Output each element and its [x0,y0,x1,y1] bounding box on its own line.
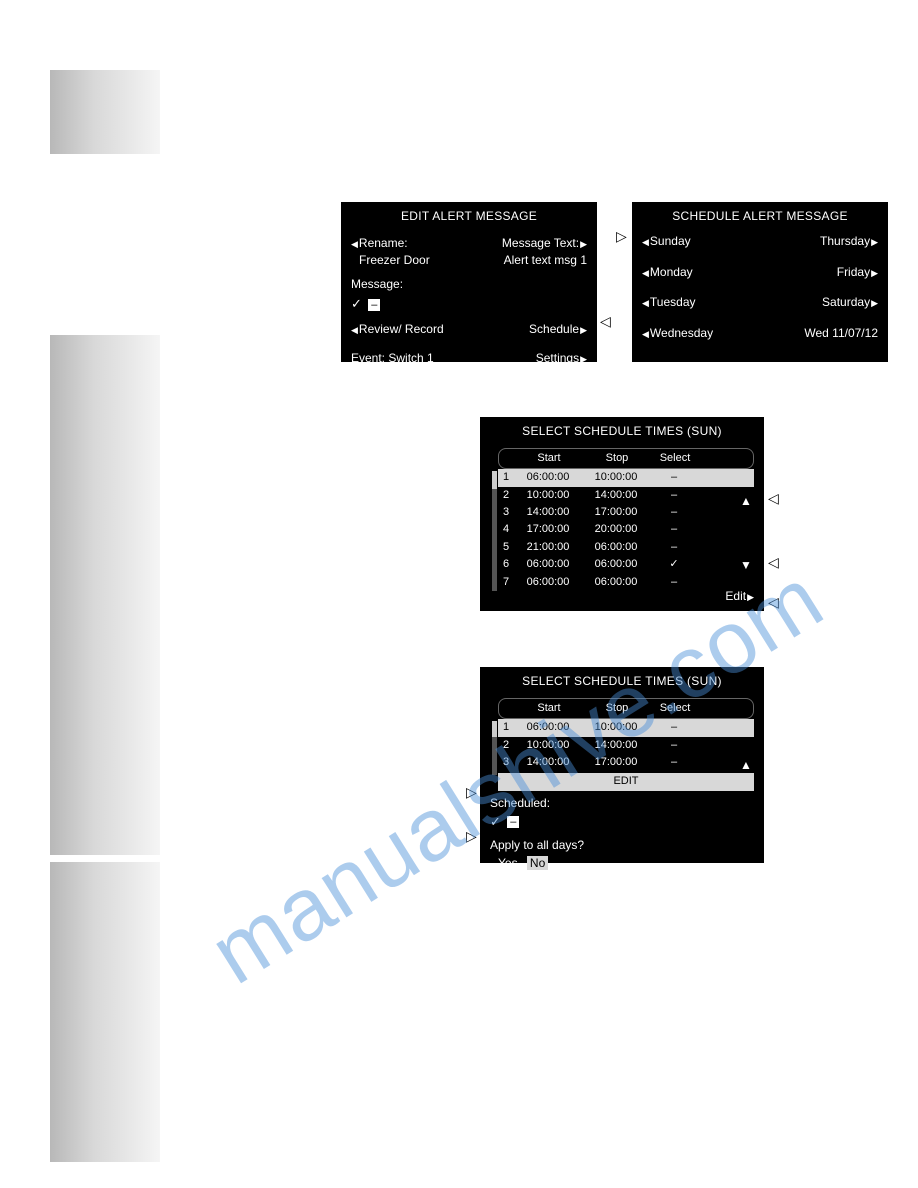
scrollbar[interactable] [492,721,497,775]
panel-title: SELECT SCHEDULE TIMES (SUN) [480,417,764,444]
panel-title: SCHEDULE ALERT MESSAGE [632,202,888,229]
scrollbar[interactable] [492,471,497,591]
message-toggle[interactable]: – [368,299,380,311]
table-row[interactable]: 106:00:0010:00:00– [498,719,754,736]
scheduled-toggle[interactable]: – [507,816,519,828]
pointer-icon: ◁ [768,594,779,611]
apply-yes-option[interactable]: Yes [490,856,518,870]
pointer-icon: ▷ [466,828,477,845]
table-row[interactable]: 521:00:0006:00:00– [498,539,754,556]
rename-value: Freezer Door [351,252,430,269]
review-record-button[interactable]: Review/ Record [351,321,444,338]
scheduled-label: Scheduled: [490,795,754,812]
pointer-icon: ◁ [768,554,779,571]
apply-no-option[interactable]: No [527,856,548,870]
day-button-monday[interactable]: Monday [642,264,693,281]
day-button-friday[interactable]: Friday [837,264,878,281]
panel-schedule-times-2: SELECT SCHEDULE TIMES (SUN) Start Stop S… [480,667,764,863]
table-row[interactable]: 706:00:0006:00:00– [498,574,754,591]
day-button-sunday[interactable]: Sunday [642,233,691,250]
panel-title: EDIT ALERT MESSAGE [341,202,597,229]
gradient-strip-3 [50,862,160,1162]
message-label: Message: [351,276,587,293]
check-icon: ✓ [351,295,362,313]
settings-button[interactable]: Settings [536,350,587,367]
date-label: Wed 11/07/12 [804,325,878,342]
edit-button[interactable]: Edit [725,588,754,605]
panel-schedule-alert: SCHEDULE ALERT MESSAGE Sunday Thursday Mon… [632,202,888,362]
pointer-icon: ◁ [768,490,779,507]
check-icon: ✓ [490,813,501,831]
table-header: Start Stop Select [498,448,754,469]
apply-label: Apply to all days? [490,837,754,854]
panel-edit-alert: EDIT ALERT MESSAGE Rename: Message Text:… [341,202,597,362]
pointer-icon: ◁ [600,313,611,330]
event-label: Event: Switch 1 [351,350,434,367]
table-row[interactable]: 606:00:0006:00:00✓ [498,556,754,573]
table-row[interactable]: 417:00:0020:00:00– [498,521,754,538]
table-row[interactable]: 314:00:0017:00:00– [498,504,754,521]
panel-title: SELECT SCHEDULE TIMES (SUN) [480,667,764,694]
schedule-button[interactable]: Schedule [529,321,587,338]
day-button-wednesday[interactable]: Wednesday [642,325,713,342]
scroll-up-button[interactable]: ▲ [738,757,754,771]
panel-schedule-times-1: SELECT SCHEDULE TIMES (SUN) Start Stop S… [480,417,764,611]
msgtext-button[interactable]: Message Text: [502,235,587,252]
table-row[interactable]: 210:00:0014:00:00– [498,487,754,504]
msgtext-value: Alert text msg 1 [504,252,587,269]
gradient-strip-2 [50,335,160,855]
table-header: Start Stop Select [498,698,754,719]
edit-section-header: EDIT [498,773,754,790]
table-row[interactable]: 106:00:0010:00:00– [498,469,754,486]
gradient-strip-1 [50,70,160,154]
scroll-down-button[interactable]: ▼ [738,557,754,571]
scroll-up-button[interactable]: ▲ [738,493,754,507]
pointer-icon: ▷ [616,228,627,245]
table-row[interactable]: 314:00:0017:00:00– [498,754,754,771]
table-row[interactable]: 210:00:0014:00:00– [498,737,754,754]
pointer-icon: ▷ [466,784,477,801]
rename-button[interactable]: Rename: [351,235,408,252]
day-button-tuesday[interactable]: Tuesday [642,294,696,311]
day-button-saturday[interactable]: Saturday [822,294,878,311]
day-button-thursday[interactable]: Thursday [820,233,878,250]
